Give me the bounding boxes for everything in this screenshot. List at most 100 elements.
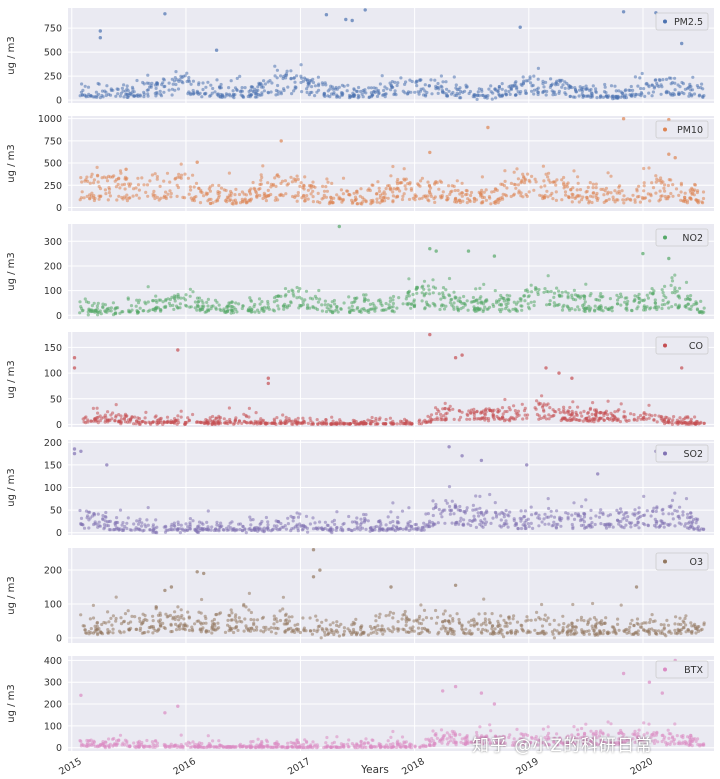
data-point: [441, 303, 445, 307]
data-point: [621, 117, 626, 121]
data-point: [652, 86, 656, 90]
data-point: [370, 528, 374, 532]
data-point: [391, 419, 395, 423]
data-point: [439, 84, 443, 88]
data-point: [311, 306, 315, 310]
data-point: [380, 624, 384, 628]
data-point: [513, 307, 517, 311]
data-point: [195, 303, 199, 307]
data-point: [582, 619, 586, 623]
data-point: [359, 517, 363, 521]
data-point: [663, 284, 667, 288]
data-point: [362, 307, 366, 311]
data-point: [541, 82, 545, 86]
data-point: [544, 93, 548, 97]
data-point: [472, 417, 476, 421]
data-point: [487, 87, 491, 91]
data-point: [146, 94, 150, 98]
data-point: [695, 518, 699, 523]
data-point: [388, 299, 392, 303]
data-point: [423, 83, 427, 87]
data-point: [483, 96, 487, 100]
data-point: [670, 276, 674, 280]
data-point: [492, 417, 496, 421]
data-point: [488, 621, 492, 625]
data-point: [153, 196, 157, 201]
data-point: [585, 197, 589, 201]
data-point: [610, 625, 615, 629]
data-point: [679, 183, 684, 187]
data-point: [642, 621, 646, 625]
data-point: [334, 85, 338, 90]
data-point: [434, 406, 438, 410]
data-point: [222, 309, 226, 313]
data-point: [526, 172, 530, 176]
data-point: [511, 404, 516, 408]
data-point: [451, 407, 455, 411]
data-point: [505, 293, 509, 297]
data-point: [576, 305, 580, 309]
data-point: [260, 175, 264, 180]
data-point: [520, 402, 524, 406]
data-point: [461, 305, 465, 309]
data-point: [329, 628, 333, 632]
data-point: [585, 629, 589, 634]
data-point: [357, 309, 361, 314]
data-point: [441, 612, 446, 616]
data-point: [145, 88, 149, 92]
data-point: [420, 299, 424, 303]
data-point: [572, 501, 576, 505]
data-point: [276, 304, 280, 308]
data-point: [578, 85, 582, 89]
data-point: [154, 518, 158, 522]
data-point: [599, 292, 603, 296]
data-point: [359, 187, 363, 191]
data-point: [493, 289, 497, 293]
data-point: [243, 617, 247, 621]
data-point: [138, 306, 142, 310]
data-point: [489, 84, 493, 88]
data-point: [363, 8, 367, 12]
data-point: [406, 303, 410, 307]
data-point: [305, 87, 309, 91]
data-point: [669, 191, 673, 196]
data-point: [564, 511, 568, 515]
data-point: [666, 420, 670, 424]
data-point: [452, 290, 456, 294]
data-point: [298, 512, 302, 516]
data-point: [256, 88, 260, 92]
data-point: [329, 422, 333, 426]
data-point: [441, 190, 445, 194]
data-point: [242, 602, 246, 607]
data-point: [103, 309, 107, 313]
data-point: [500, 87, 504, 91]
data-point: [577, 200, 581, 204]
data-point: [670, 498, 675, 502]
data-point: [374, 619, 378, 623]
data-point: [175, 183, 179, 187]
data-point: [250, 85, 254, 89]
data-point: [537, 288, 541, 292]
data-point: [133, 528, 137, 532]
data-point: [189, 305, 193, 309]
data-point: [583, 300, 587, 304]
data-point: [579, 615, 584, 620]
data-point: [274, 196, 278, 200]
data-point: [350, 18, 354, 23]
data-point: [537, 524, 541, 528]
data-point: [416, 182, 420, 186]
data-point: [426, 511, 430, 516]
data-point: [454, 296, 458, 300]
data-point: [301, 79, 305, 83]
data-point: [113, 307, 117, 311]
data-point: [260, 91, 264, 95]
data-point: [228, 199, 232, 203]
data-point: [701, 201, 705, 205]
data-point: [92, 198, 96, 203]
data-point: [411, 292, 415, 297]
data-point: [532, 300, 536, 304]
data-point: [633, 198, 637, 202]
legend-box: [655, 12, 709, 31]
data-point: [396, 81, 400, 85]
data-point: [291, 519, 295, 523]
